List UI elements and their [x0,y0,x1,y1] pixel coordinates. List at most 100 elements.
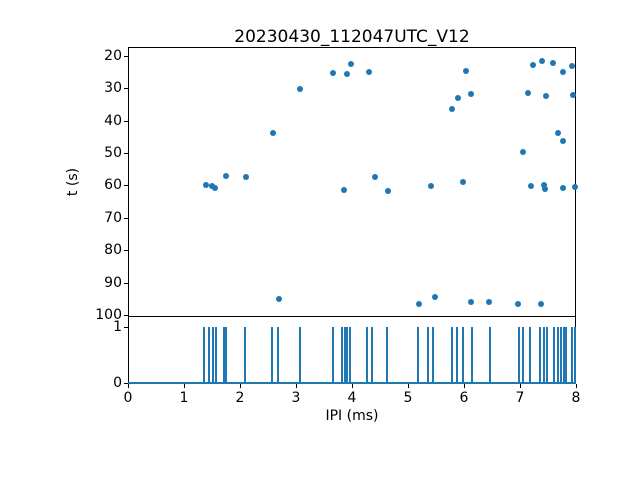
x-tick-mark [352,384,353,388]
y-tick-mark [124,326,128,328]
x-tick-mark [128,384,129,388]
x-tick-mark [184,384,185,388]
chart-title: 20230430_112047UTC_V12 [234,27,470,47]
spike-line [471,326,474,383]
spike-line [244,326,247,383]
scatter-point [468,90,475,97]
spike-line [417,326,420,383]
spike-line [488,326,491,383]
spike-line [365,326,368,383]
scatter-point [243,173,250,180]
y-tick-label: 1 [113,318,122,335]
spike-line [349,326,352,383]
scatter-point [329,70,336,77]
scatter-point [459,178,466,185]
x-tick-label: 5 [403,389,413,406]
spike-line [553,326,556,383]
spike-line [222,326,225,383]
x-tick-label: 0 [123,389,133,406]
spike-line [462,326,465,383]
y-axis-label: t (s) [65,167,81,197]
spike-line [345,326,348,383]
scatter-point [541,181,548,188]
spike-line [427,326,430,383]
scatter-point [223,172,229,179]
scatter-point [570,91,577,98]
x-tick-label: 3 [291,389,301,406]
y-tick-label: 20 [104,48,122,65]
x-tick-label: 7 [515,389,525,406]
x-tick-label: 6 [459,389,469,406]
spike-line [546,326,549,383]
spike-line [450,326,453,383]
spike-line [225,326,227,383]
scatter-point [538,300,545,307]
y-tick-label: 100 [95,306,122,323]
x-tick-label: 4 [347,389,357,406]
spike-baseline [128,381,576,384]
spike-line [456,326,459,383]
scatter-point [455,95,462,102]
x-tick-mark [240,384,241,388]
y-tick-mark [124,56,128,58]
y-tick-mark [124,185,128,187]
x-tick-label: 2 [235,389,245,406]
scatter-point [571,184,578,191]
spike-line [528,326,531,383]
spike-line [522,326,525,383]
spike-line [212,326,215,383]
y-tick-mark [124,382,128,384]
scatter-point [520,149,527,156]
scatter-point [347,60,354,67]
scatter-point [384,187,391,194]
x-axis-label: IPI (ms) [325,408,379,424]
scatter-point [560,138,567,145]
y-tick-label: 40 [104,112,122,129]
scatter-point [416,300,423,307]
x-tick-mark [408,384,409,388]
scatter-point [211,185,218,192]
x-tick-mark [520,384,521,388]
scatter-axes [128,47,576,317]
scatter-point [541,185,548,192]
spike-line [370,326,373,383]
spike-line [543,326,546,383]
scatter-point [568,63,575,70]
spike-line [432,326,435,383]
y-tick-label: 60 [104,177,122,194]
scatter-point [515,300,522,307]
scatter-point [371,173,378,180]
y-tick-label: 70 [104,209,122,226]
scatter-point [202,181,209,188]
spike-line [298,326,301,383]
scatter-point [270,130,277,137]
x-tick-mark [296,384,297,388]
scatter-point [528,183,535,190]
spike-line [331,326,334,383]
spike-line [208,326,211,383]
y-tick-label: 0 [113,374,122,391]
y-tick-mark [124,88,128,90]
x-tick-mark [576,384,577,388]
spike-line [276,326,279,383]
scatter-point [341,187,348,194]
spike-line [385,326,388,383]
spike-line [560,326,563,383]
scatter-point [296,86,303,93]
spike-line [517,326,520,383]
scatter-point [542,92,549,99]
scatter-point [554,130,561,137]
spike-line [557,326,560,383]
y-tick-label: 50 [104,145,122,162]
scatter-point [560,69,567,76]
scatter-point [431,294,438,301]
y-tick-mark [124,314,128,316]
spike-line [340,326,343,383]
scatter-point [468,298,475,305]
scatter-point [366,69,373,76]
scatter-point [524,90,531,97]
spike-line [539,326,542,383]
spike-line [573,326,576,383]
scatter-point [560,185,567,192]
